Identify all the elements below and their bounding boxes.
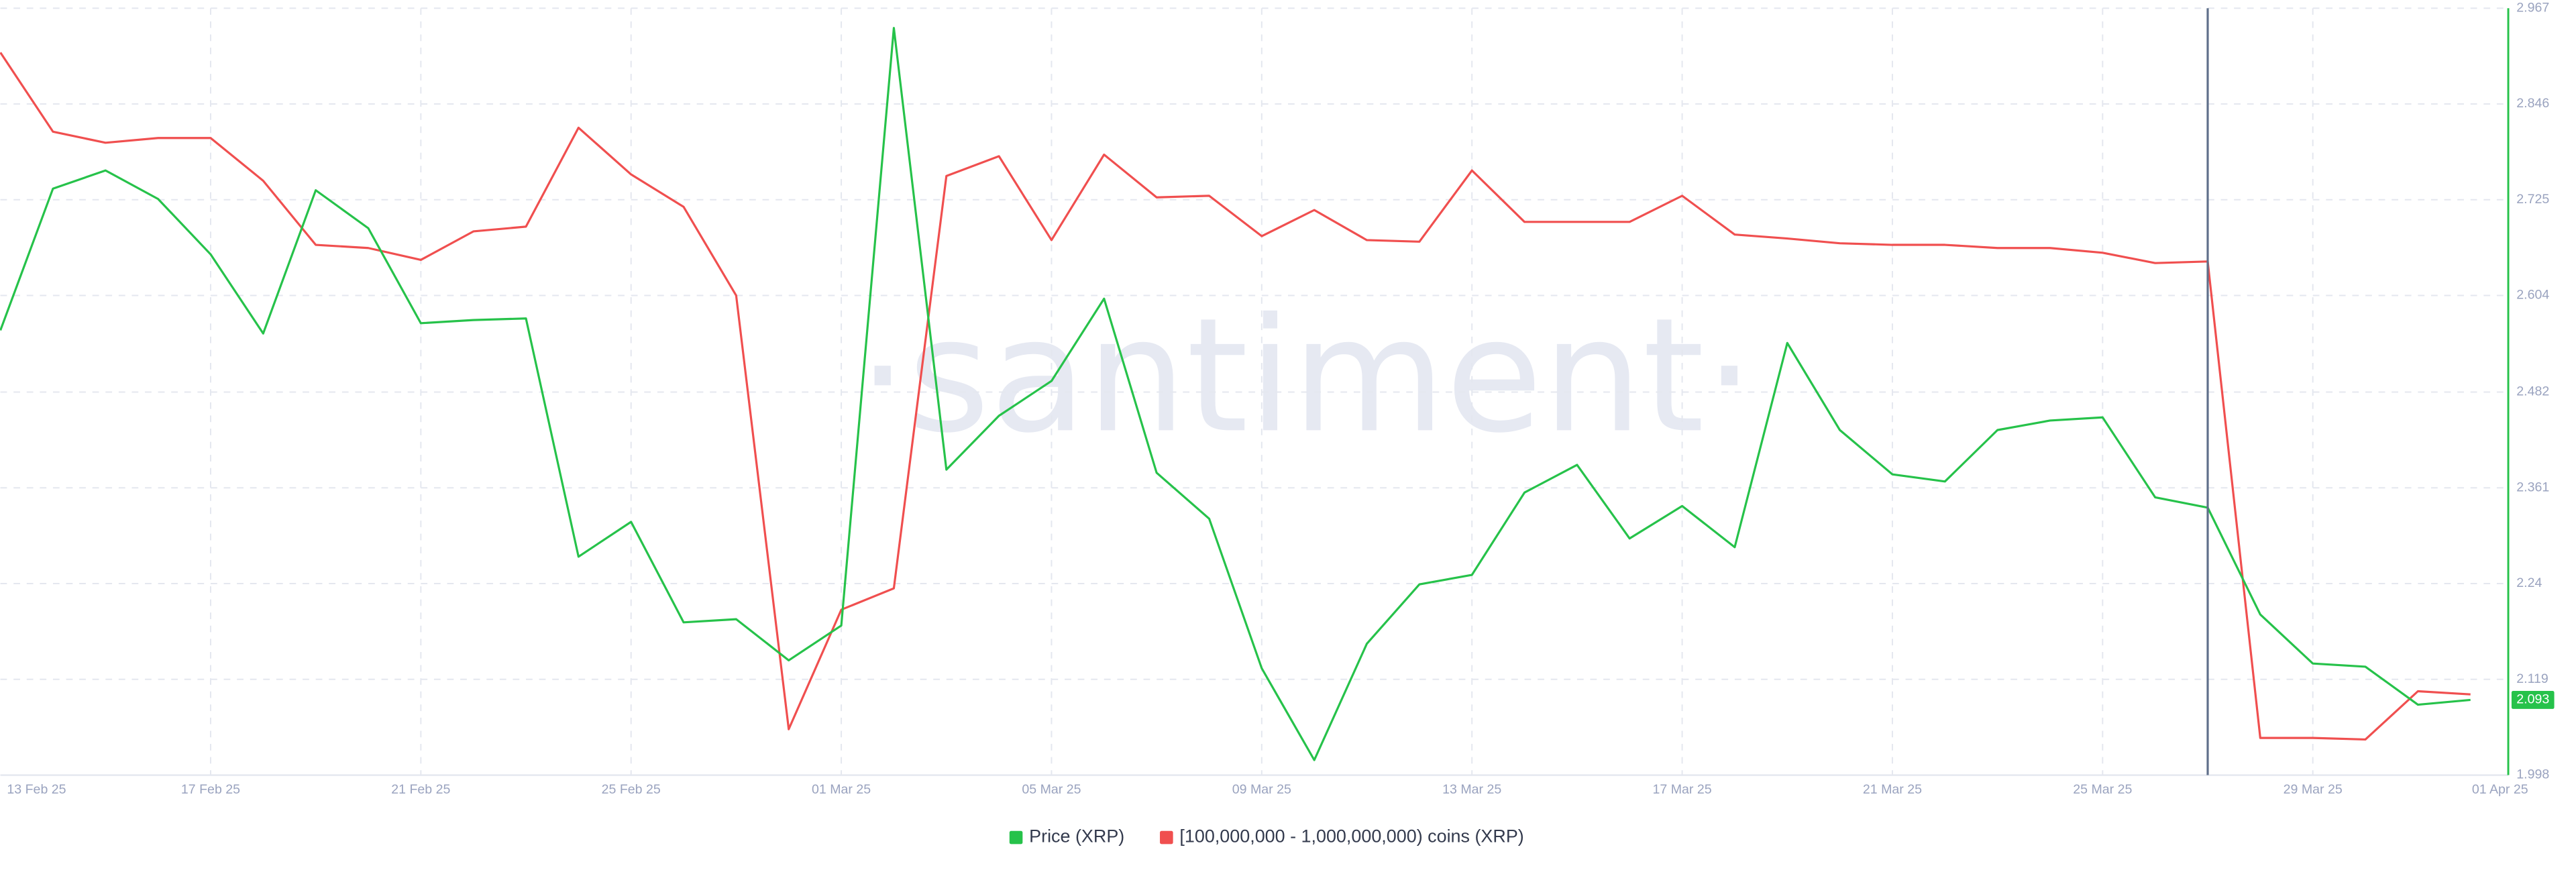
y-tick-label: 1.998: [2516, 767, 2549, 782]
watermark: ·santiment·: [857, 284, 1754, 468]
y-tick-label: 2.482: [2516, 384, 2549, 399]
x-tick-label: 17 Feb 25: [181, 782, 240, 797]
x-tick-label: 13 Feb 25: [7, 782, 66, 797]
price-marker-label: 2.093: [2516, 692, 2549, 707]
legend-label: Price (XRP): [1029, 826, 1124, 847]
y-tick-label: 2.725: [2516, 192, 2549, 207]
y-tick-label: 2.361: [2516, 480, 2549, 494]
y-tick-label: 2.846: [2516, 96, 2549, 111]
x-tick-label: 29 Mar 25: [2284, 782, 2343, 797]
data-line: [0, 27, 2471, 761]
y-tick-label: 2.119: [2516, 671, 2548, 686]
x-tick-label: 09 Mar 25: [1232, 782, 1291, 797]
x-tick-label: 21 Feb 25: [391, 782, 450, 797]
y-tick-label: 2.604: [2516, 288, 2549, 303]
legend-swatch: [1160, 830, 1173, 844]
x-tick-label: 25 Mar 25: [2073, 782, 2132, 797]
y-tick-label: 2.24: [2516, 576, 2542, 590]
x-tick-label: 21 Mar 25: [1863, 782, 1922, 797]
legend-label: [100,000,000 - 1,000,000,000) coins (XRP…: [1179, 826, 1523, 847]
data-line: [0, 52, 2471, 741]
price-marker: [2511, 691, 2555, 709]
x-tick-label: 01 Mar 25: [812, 782, 871, 797]
x-tick-label: 25 Feb 25: [602, 782, 661, 797]
x-tick-label: 01 Apr 25: [2472, 782, 2528, 797]
x-tick-label: 05 Mar 25: [1022, 782, 1081, 797]
x-tick-label: 17 Mar 25: [1652, 782, 1711, 797]
legend-swatch: [1009, 830, 1023, 844]
y-tick-label: 2.967: [2516, 0, 2549, 15]
x-tick-label: 13 Mar 25: [1442, 782, 1501, 797]
